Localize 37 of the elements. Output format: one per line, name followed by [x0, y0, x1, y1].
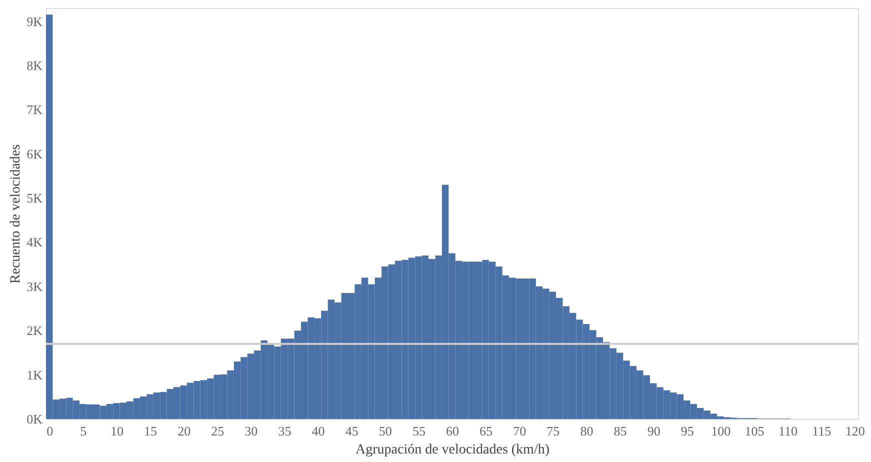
y-tick-label: 1K [26, 367, 44, 382]
x-tick-label: 30 [244, 424, 258, 438]
y-tick-label: 0K [26, 412, 44, 426]
y-tick-label: 3K [26, 278, 44, 294]
x-tick-label: 75 [546, 424, 560, 438]
x-tick-label: 55 [412, 424, 426, 438]
y-axis-title: Recuento de velocidades [8, 144, 24, 284]
x-tick-label: 105 [744, 424, 764, 438]
y-tick-label: 6K [26, 146, 44, 162]
y-tick-label: 8K [26, 58, 44, 73]
y-tick-label: 2K [26, 323, 44, 338]
y-tick-label: 5K [26, 190, 44, 206]
x-tick-label: 95 [680, 424, 694, 438]
x-tick-label: 80 [580, 424, 594, 438]
x-tick-label: 70 [513, 424, 526, 438]
x-tick-label: 5 [80, 424, 87, 438]
x-tick-label: 115 [812, 424, 832, 438]
x-tick-label: 110 [778, 424, 798, 438]
y-tick-label: 4K [26, 234, 44, 250]
x-tick-label: 0 [46, 424, 54, 438]
x-tick-label: 15 [144, 424, 158, 438]
y-tick-label: 7K [26, 102, 44, 118]
x-tick-label: 90 [647, 424, 660, 438]
x-tick-label: 60 [446, 424, 459, 438]
x-tick-label: 10 [110, 424, 124, 438]
x-tick-label: 65 [480, 424, 493, 438]
x-tick-label: 100 [711, 424, 731, 438]
x-tick-label: 45 [345, 424, 358, 438]
x-tick-label: 85 [614, 424, 627, 438]
x-tick-label: 35 [278, 424, 292, 438]
x-tick-label: 40 [312, 424, 325, 438]
x-tick-label: 25 [211, 424, 224, 438]
x-tick-label: 50 [378, 424, 392, 438]
y-tick-label: 9K [26, 14, 44, 29]
x-axis-title: Agrupación de velocidades (km/h) [356, 442, 550, 458]
x-tick-label: 120 [845, 424, 865, 438]
x-tick-label: 20 [178, 424, 191, 438]
